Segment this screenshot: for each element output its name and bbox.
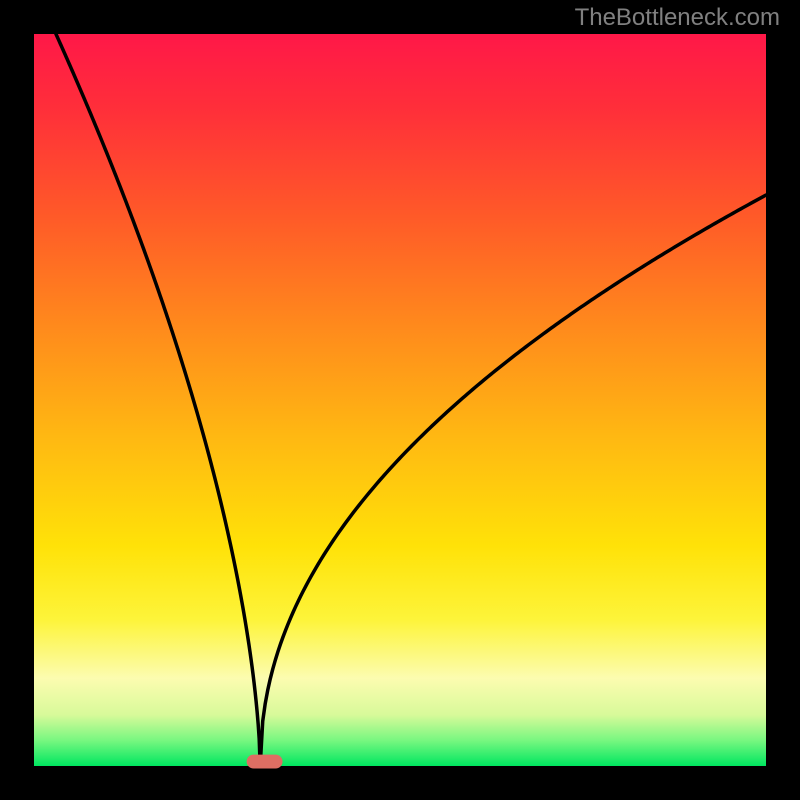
- gradient-background: [34, 34, 766, 766]
- chart-stage: TheBottleneck.com: [0, 0, 800, 800]
- chart-svg: [0, 0, 800, 800]
- min-marker: [247, 755, 283, 769]
